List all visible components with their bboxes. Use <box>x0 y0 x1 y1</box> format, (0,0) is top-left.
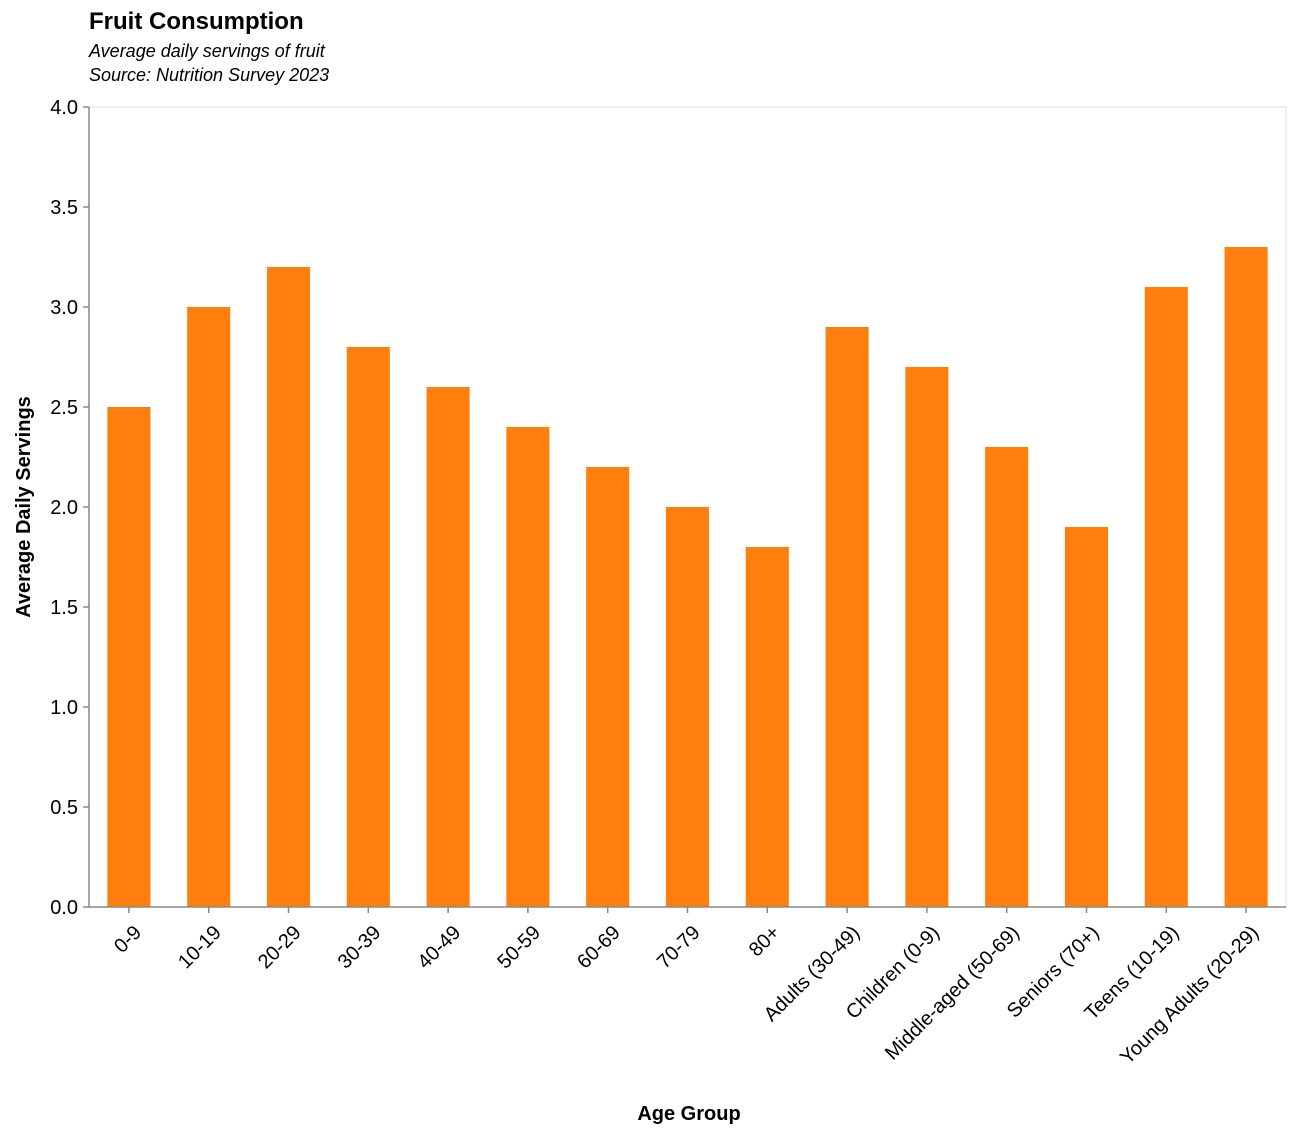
bar-8 <box>745 547 789 907</box>
x-tick-label: 40-49 <box>414 922 466 974</box>
bar-1 <box>187 307 231 907</box>
bar-12 <box>1064 527 1109 907</box>
bar-10 <box>905 367 949 907</box>
x-tick-label: 0-9 <box>110 922 146 958</box>
y-tick-label: 1.0 <box>50 697 78 719</box>
bar-11 <box>985 447 1029 907</box>
bar-6 <box>586 467 630 907</box>
bar-5 <box>506 427 550 907</box>
x-tick-label: 50-59 <box>493 922 545 974</box>
y-axis-title: Average Daily Servings <box>13 396 35 618</box>
y-tick-label: 2.5 <box>50 397 78 419</box>
x-tick-label: 30-39 <box>334 922 386 974</box>
y-tick-label: 3.5 <box>50 197 78 219</box>
x-tick-label: 70-79 <box>653 922 705 974</box>
chart-title: Fruit Consumption <box>89 8 304 35</box>
y-tick-label: 0.0 <box>50 897 78 919</box>
y-tick-label: 1.5 <box>50 597 78 619</box>
bar-7 <box>665 507 710 907</box>
y-tick-label: 2.0 <box>50 497 78 519</box>
bar-4 <box>426 387 470 907</box>
bar-13 <box>1144 287 1188 907</box>
y-axis: 0.0 0.5 1.0 1.5 2.0 2.5 3.0 3.5 4.0 <box>50 97 90 919</box>
x-tick-label: Middle-aged (50-69) <box>881 922 1024 1065</box>
chart-subtitle-line-2: Source: Nutrition Survey 2023 <box>89 65 329 85</box>
y-tick-label: 4.0 <box>50 97 78 119</box>
bar-0 <box>107 407 151 907</box>
x-axis: 0-9 10-19 20-29 30-39 40-49 50-59 60-69 70-79 80… <box>89 906 1286 1069</box>
y-tick-label: 3.0 <box>50 297 78 319</box>
bar-14 <box>1224 247 1268 907</box>
chart-subtitle-line-1: Average daily servings of fruit <box>88 41 326 61</box>
x-tick-label: 60-69 <box>573 922 625 974</box>
x-tick-label: 20-29 <box>254 922 306 974</box>
x-tick-label: 10-19 <box>174 922 226 974</box>
bar-9 <box>825 327 869 907</box>
y-tick-label: 0.5 <box>50 797 78 819</box>
bar-2 <box>266 267 311 907</box>
x-tick-label: Young Adults (20-29) <box>1116 922 1263 1069</box>
bar-series <box>107 247 1268 907</box>
x-tick-label: 80+ <box>745 922 785 962</box>
bar-3 <box>346 347 390 907</box>
x-axis-title: Age Group <box>637 1103 740 1125</box>
